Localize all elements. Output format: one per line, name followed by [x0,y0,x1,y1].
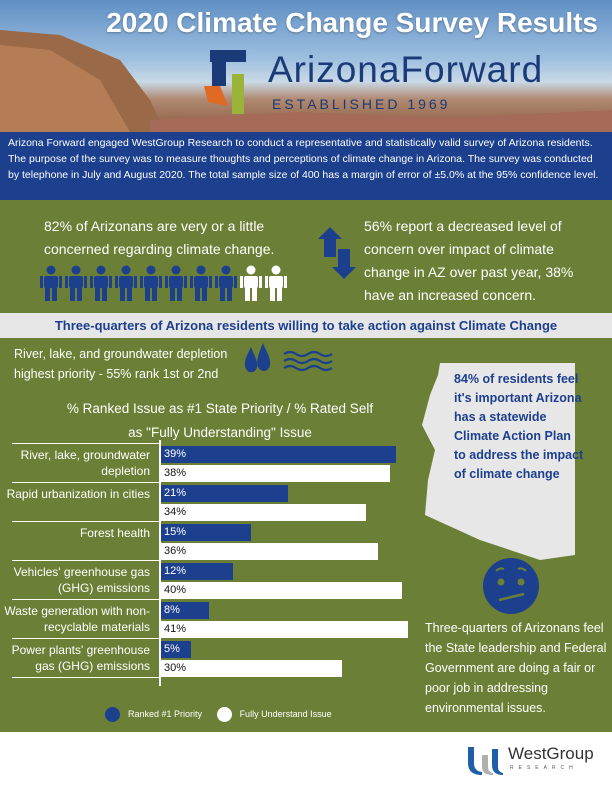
legend-label-priority: Ranked #1 Priority [128,708,203,719]
person-icon [115,265,137,301]
climate-plan-text: 84% of residents feel it's important Ari… [454,372,584,481]
category-label: Forest health [79,526,150,540]
westgroup-logo-sub: RESEARCH [510,765,578,771]
category-separator [12,599,160,600]
government-text: Three-quarters of Arizonans feel the Sta… [425,621,607,715]
person-icon [165,265,187,301]
bar-understand: 36% [161,543,379,560]
action-banner: Three-quarters of Arizona residents will… [0,313,612,338]
concern-change-stat: 56% report a decreased level of concern … [364,218,574,303]
logo-text: ArizonaForward [268,49,544,90]
category-separator [12,521,160,522]
bar-priority: 5% [161,641,192,658]
legend-swatch-priority [105,707,120,722]
person-icon [190,265,212,301]
chart-legend: Ranked #1 Priority Fully Understand Issu… [105,707,405,722]
chart-title: % Ranked Issue as #1 State Priority / % … [66,401,374,440]
person-icon [140,265,162,301]
bar-understand: 41% [161,621,409,638]
chart-axis [159,440,161,686]
category-separator [12,638,160,639]
bar-priority: 12% [161,563,234,580]
category-separator [12,482,160,483]
bar-priority: 8% [161,602,210,619]
page-title: 2020 Climate Change Survey Results [106,7,598,38]
category-label: Rapid urbanization in cities [6,487,150,501]
bar-understand: 40% [161,582,403,599]
category-label: River, lake, groundwater depletion [20,448,150,478]
bar-understand: 30% [161,660,342,677]
person-icon [40,265,62,301]
category-separator [12,560,160,561]
intro-text: Arizona Forward engaged WestGroup Resear… [0,132,612,200]
waves-icon [283,350,333,372]
category-label: Vehicles' greenhouse gas (GHG) emissions [13,565,150,595]
header-banner: 2020 Climate Change Survey Results Arizo… [0,0,612,132]
concerned-stat: 82% of Arizonans are very or a little co… [44,218,275,257]
person-icon [240,265,262,301]
arizona-forward-logo-icon [204,50,246,114]
category-separator [12,677,160,678]
canyon-image [0,30,612,132]
category-separator [12,443,160,444]
person-icon [215,265,237,301]
water-priority-text: River, lake, and groundwater depletion h… [14,347,228,381]
bar-understand: 34% [161,504,367,521]
up-down-arrows-icon [318,227,356,279]
westgroup-logo-text: WestGroup [508,744,594,763]
worried-face-icon [483,558,539,614]
legend-swatch-understand [216,707,232,722]
westgroup-logo-icon [468,747,503,775]
category-label: Power plants' greenhouse gas (GHG) emiss… [11,643,150,673]
water-drops-icon [244,343,271,373]
person-icon [65,265,87,301]
legend-label-understand: Fully Understand Issue [239,708,332,719]
logo-tagline: ESTABLISHED 1969 [272,96,451,112]
bar-priority: 21% [161,485,288,502]
bar-priority: 15% [161,524,252,541]
people-icons [40,265,290,301]
person-icon [90,265,112,301]
category-label: Waste generation with non-recyclable mat… [4,604,150,634]
person-icon [265,265,287,301]
bar-understand: 38% [161,465,391,482]
bar-priority: 39% [161,446,397,463]
arizona-map-icon [422,363,575,560]
